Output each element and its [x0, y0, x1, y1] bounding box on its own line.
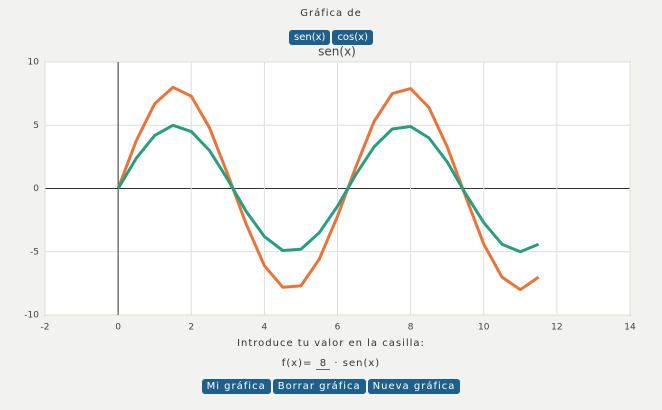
- x-tick-label: 6: [335, 323, 341, 333]
- value-input[interactable]: 8: [316, 358, 330, 370]
- x-tick-label: 4: [262, 323, 268, 333]
- page: Gráfica de sen(x)cos(x) sen(x) -10-50510…: [0, 0, 662, 410]
- x-tick-label: 12: [551, 323, 562, 333]
- chart-title: sen(x): [318, 45, 356, 59]
- x-tick-label: 14: [624, 323, 636, 333]
- y-tick-label: -10: [24, 311, 39, 321]
- x-tick-label: 0: [115, 323, 121, 333]
- form: Introduce tu valor en la casilla: f(x)=8…: [0, 338, 662, 394]
- formula: f(x)=8 · sen(x): [0, 358, 662, 370]
- x-tick-label: 10: [478, 323, 490, 333]
- x-tick-label: 2: [188, 323, 194, 333]
- y-tick-label: 10: [28, 58, 40, 68]
- button[interactable]: Mi gráfica: [202, 379, 271, 394]
- button[interactable]: Nueva gráfica: [368, 379, 461, 394]
- button[interactable]: Borrar gráfica: [273, 379, 366, 394]
- x-tick-label: -2: [41, 323, 50, 333]
- x-tick-label: 8: [408, 323, 414, 333]
- formula-suffix: · sen(x): [334, 358, 380, 369]
- formula-prefix: f(x)=: [282, 358, 313, 369]
- y-tick-label: 0: [33, 184, 39, 194]
- y-tick-label: 5: [33, 121, 39, 131]
- y-tick-label: -5: [30, 247, 39, 257]
- chart: sen(x) -10 -5 0 5 10 -2 0 2 4 6 8 10 12 14: [0, 0, 662, 335]
- prompt: Introduce tu valor en la casilla:: [0, 338, 662, 349]
